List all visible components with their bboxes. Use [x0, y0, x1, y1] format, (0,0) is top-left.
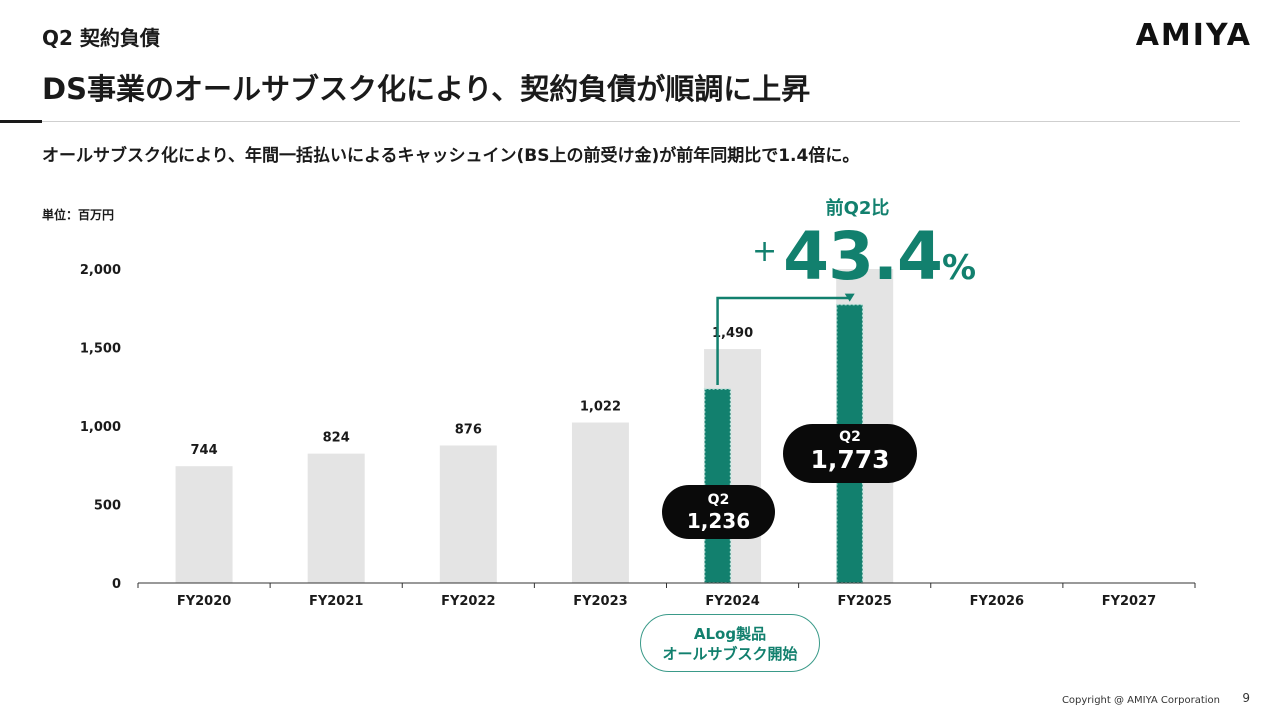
- y-tick-label: 1,500: [80, 342, 121, 357]
- header-divider: [0, 121, 1240, 122]
- bar-fy-FY2021: [307, 453, 365, 583]
- alog-note-line2: オールサブスク開始: [662, 645, 798, 663]
- y-tick-label: 500: [94, 499, 121, 514]
- growth-unit: %: [941, 248, 977, 288]
- alog-subscription-note: ALog製品 オールサブスク開始: [640, 614, 820, 672]
- x-tick-label: FY2023: [573, 594, 627, 609]
- x-tick-label: FY2021: [309, 594, 363, 609]
- growth-connector-arrowhead: [844, 293, 855, 302]
- q2-fy2024-badge-value: 1,236: [686, 509, 751, 533]
- y-tick-label: 0: [112, 577, 121, 592]
- q2-fy2024-badge-label: Q2: [707, 492, 730, 508]
- y-tick-label: 2,000: [80, 263, 121, 278]
- header-divider-accent: [0, 120, 42, 123]
- page-subtitle: オールサブスク化により、年間一括払いによるキャッシュイン(BS上の前受け金)が前…: [42, 146, 860, 166]
- bar-value-label: 824: [323, 431, 350, 446]
- y-tick-label: 1,000: [80, 420, 121, 435]
- page-number: 9: [1242, 691, 1250, 705]
- x-tick-label: FY2027: [1102, 594, 1156, 609]
- unit-label: 単位：百万円: [42, 208, 115, 222]
- bar-value-label: 744: [190, 443, 217, 458]
- alog-note-line1: ALog製品: [693, 625, 767, 643]
- amiya-logo: AMIYA: [1135, 18, 1252, 53]
- q2-fy2025-badge-value: 1,773: [810, 445, 890, 474]
- section-label: Q2 契約負債: [42, 26, 160, 50]
- bar-value-label: 876: [455, 422, 482, 437]
- copyright: Copyright @ AMIYA Corporation: [1061, 695, 1220, 706]
- bar-value-label: 1,022: [580, 400, 621, 415]
- page-title: DS事業のオールサブスク化により、契約負債が順調に上昇: [42, 72, 811, 106]
- q2-fy2025-badge-label: Q2: [839, 429, 861, 445]
- growth-number: 43.4: [783, 218, 943, 295]
- x-tick-label: FY2022: [441, 594, 495, 609]
- bar-fy-FY2023: [571, 422, 629, 583]
- x-tick-label: FY2020: [177, 594, 231, 609]
- q2-fy2024-badge: Q2 1,236: [662, 485, 775, 539]
- q2-fy2025-badge: Q2 1,773: [783, 424, 917, 483]
- x-tick-label: FY2025: [837, 594, 891, 609]
- x-tick-label: FY2026: [970, 594, 1024, 609]
- bar-fy-FY2022: [439, 445, 497, 583]
- x-tick-label: FY2024: [705, 594, 759, 609]
- bar-fy-FY2020: [175, 466, 233, 583]
- growth-sign: +: [752, 234, 778, 269]
- growth-callout-value: +43.4%: [752, 218, 976, 295]
- bar-value-label: 1,490: [712, 326, 753, 341]
- growth-callout-caption: 前Q2比: [825, 198, 890, 219]
